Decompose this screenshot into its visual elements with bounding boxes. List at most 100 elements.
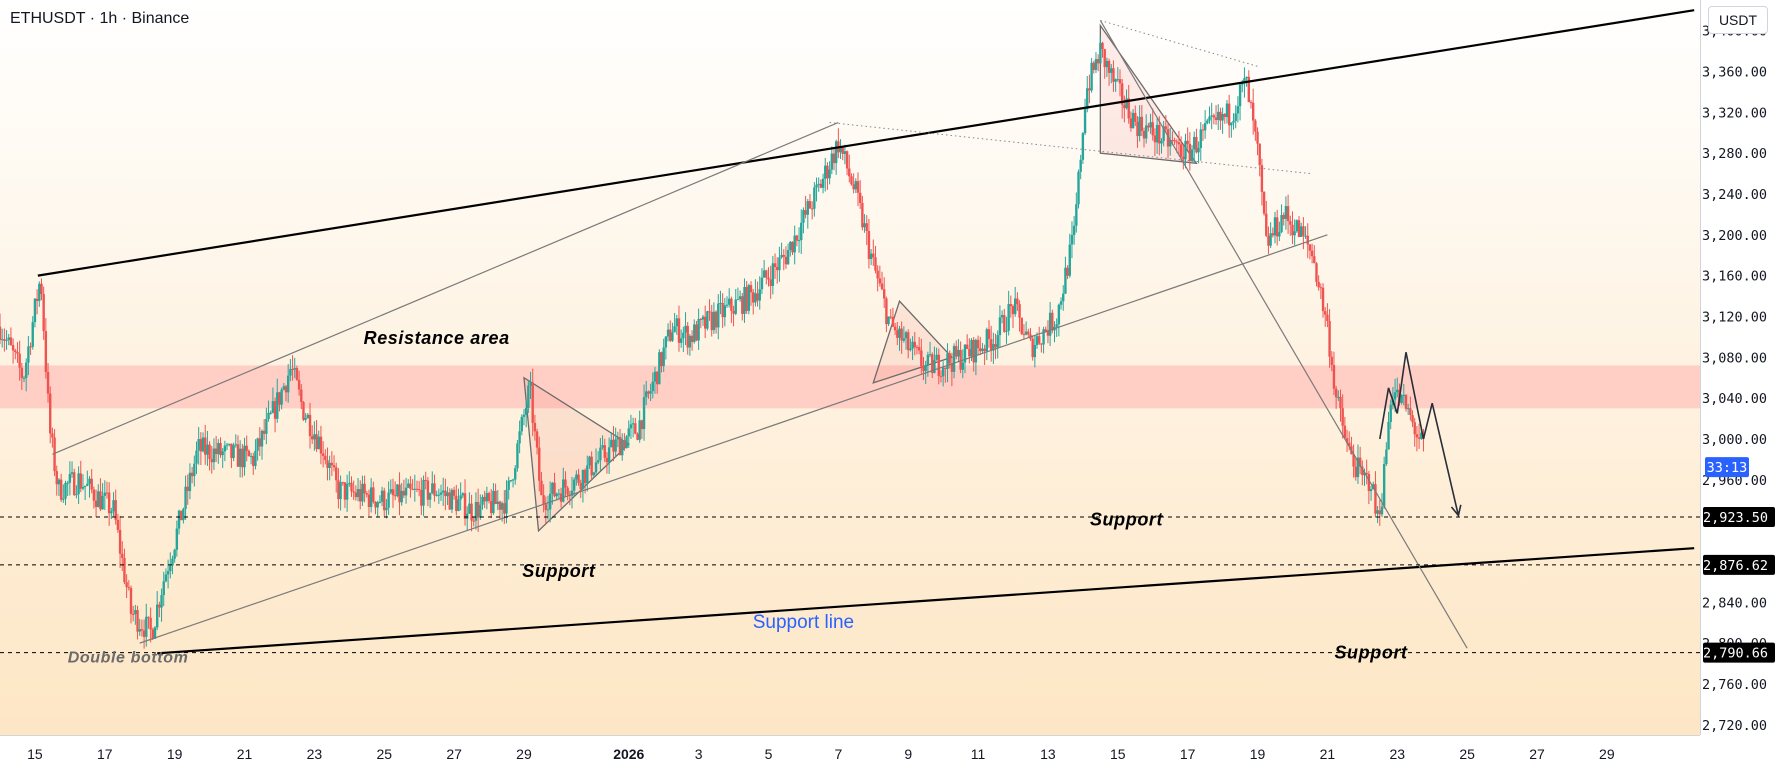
- candle-body: [566, 487, 569, 495]
- candle-body: [597, 460, 600, 463]
- candle-body: [365, 493, 368, 495]
- candle-body: [422, 479, 425, 506]
- candle-body: [989, 339, 993, 351]
- candle-body: [533, 422, 537, 432]
- candle-body: [59, 479, 63, 500]
- candle-body: [758, 289, 761, 301]
- candle-body: [193, 463, 196, 477]
- countdown-tag-label: 33:13: [1707, 460, 1748, 476]
- candle-body: [1328, 321, 1331, 357]
- candle-body: [690, 335, 694, 343]
- candle-body: [1042, 329, 1045, 345]
- candle-body: [415, 488, 419, 490]
- candle-body: [1138, 116, 1141, 137]
- candle-body: [957, 349, 960, 357]
- candle-body: [1066, 267, 1069, 276]
- candle-body: [269, 412, 272, 414]
- candle-body: [1094, 59, 1098, 70]
- candle-body: [195, 450, 198, 464]
- candle-body: [889, 316, 892, 318]
- candle-body: [655, 371, 659, 385]
- candle-body: [190, 472, 194, 477]
- candle-body: [911, 341, 914, 349]
- candle-body: [922, 366, 925, 372]
- candle-body: [1295, 220, 1299, 232]
- candle-body: [169, 565, 172, 572]
- candle-body: [441, 490, 445, 493]
- candle-body: [402, 490, 406, 496]
- candle-body: [522, 414, 526, 417]
- candle-body: [1241, 83, 1244, 85]
- candle-body: [1033, 344, 1037, 358]
- candle-body: [413, 488, 417, 490]
- candle-body: [162, 581, 165, 596]
- candle-body: [378, 501, 382, 503]
- candle-body: [1016, 298, 1019, 305]
- candle-body: [387, 492, 390, 508]
- candle-body: [94, 500, 98, 507]
- candle-body: [601, 445, 604, 448]
- candle-body: [103, 492, 106, 496]
- candle-body: [1007, 304, 1010, 331]
- candle-body: [1267, 235, 1270, 246]
- candle-body: [11, 345, 15, 351]
- candle-body: [629, 424, 633, 429]
- time-tick-label: 17: [97, 746, 113, 762]
- candle-body: [861, 202, 864, 228]
- candle-body: [1188, 143, 1192, 161]
- time-tick-label: 15: [1110, 746, 1126, 762]
- candle-body: [1289, 221, 1292, 225]
- candle-body: [780, 254, 783, 258]
- candle-body: [710, 312, 713, 331]
- candle-body: [186, 486, 189, 492]
- candle-body: [232, 445, 235, 459]
- candle-body: [1038, 336, 1041, 344]
- candle-body: [212, 448, 216, 463]
- candle-body: [463, 493, 467, 519]
- candle-body: [426, 480, 430, 500]
- candle-body: [258, 438, 262, 447]
- candle-body: [599, 447, 602, 461]
- candle-body: [20, 367, 24, 378]
- price-tick-label: 3,360.00: [1702, 64, 1767, 80]
- candle-body: [559, 493, 563, 502]
- symbol-label: ETHUSDT · 1h · Binance: [10, 10, 190, 27]
- candle-body: [789, 241, 792, 251]
- currency-button[interactable]: USDT: [1708, 6, 1768, 34]
- candle-body: [1179, 144, 1183, 157]
- candle-body: [1269, 233, 1272, 246]
- candle-body: [612, 439, 615, 452]
- candle-body: [786, 250, 790, 265]
- price-level-tag-label: 2,790.66: [1703, 646, 1768, 662]
- candle-body: [1107, 60, 1111, 73]
- candle-body: [935, 354, 938, 360]
- candle-body: [446, 492, 449, 497]
- time-tick-label: 15: [27, 746, 43, 762]
- candle-body: [673, 326, 676, 333]
- candle-body: [302, 402, 305, 420]
- candle-body: [503, 503, 506, 514]
- candle-body: [524, 407, 528, 415]
- candle-body: [1380, 506, 1384, 515]
- candle-body: [1319, 287, 1323, 289]
- candle-body: [335, 467, 338, 481]
- annotation-label: Support: [1090, 510, 1164, 530]
- candle-body: [62, 498, 65, 500]
- candle-body: [171, 558, 174, 566]
- candle-body: [448, 492, 451, 510]
- candle-body: [677, 318, 681, 343]
- candle-body: [917, 347, 921, 351]
- candle-body: [915, 346, 919, 348]
- candle-body: [147, 616, 150, 618]
- candle-body: [1369, 489, 1373, 492]
- candle-body: [1365, 472, 1368, 474]
- candle-body: [815, 184, 818, 188]
- candle-body: [649, 391, 652, 394]
- candle-body: [693, 324, 696, 343]
- candle-body: [315, 434, 318, 450]
- candle-body: [99, 491, 102, 510]
- candle-body: [1118, 79, 1122, 84]
- candle-body: [92, 489, 96, 501]
- annotation-label: Double bottom: [68, 650, 189, 667]
